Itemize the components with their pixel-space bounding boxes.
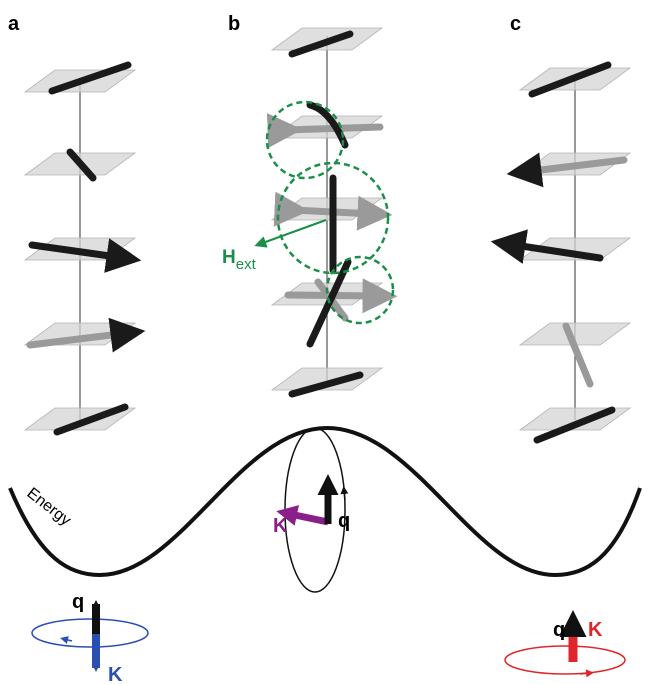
energy-label: Energy xyxy=(24,485,74,530)
k-label: K xyxy=(108,664,123,684)
spin xyxy=(490,229,604,264)
precession-orbit xyxy=(504,645,626,675)
spin xyxy=(53,403,129,436)
highlight-circle xyxy=(276,161,390,275)
spin xyxy=(506,152,628,188)
field-subscript: ext xyxy=(236,256,257,273)
q-label: q xyxy=(553,619,565,641)
q-label: q xyxy=(338,510,350,532)
orbit-arrow xyxy=(579,669,594,678)
energy-curve xyxy=(8,425,642,578)
state-right: q K xyxy=(504,610,626,678)
k-label: K xyxy=(273,515,288,537)
spin xyxy=(26,317,146,353)
spin xyxy=(48,61,132,95)
field-label: Hext xyxy=(222,247,257,273)
orbit-arrow xyxy=(340,486,349,501)
spin xyxy=(266,113,384,149)
q-label: q xyxy=(72,591,84,613)
spin xyxy=(28,238,142,273)
panel-label: b xyxy=(228,13,240,35)
field-symbol: H xyxy=(222,247,236,268)
spin xyxy=(288,30,354,58)
spin xyxy=(288,371,364,398)
panel-label: c xyxy=(510,13,521,35)
panel-label: a xyxy=(8,13,20,35)
precession-orbit xyxy=(31,618,149,648)
highlight-circle xyxy=(265,100,345,180)
field-arrow xyxy=(254,219,327,248)
spin xyxy=(66,148,97,182)
spin xyxy=(562,322,594,388)
k-label: K xyxy=(588,619,603,641)
spin-chain-b: Hext xyxy=(222,27,398,398)
highlight-circle xyxy=(325,255,395,325)
spin xyxy=(306,101,349,149)
spin-chain-a xyxy=(24,61,146,436)
precession-orbit xyxy=(284,427,346,593)
spin xyxy=(528,61,612,98)
orbit-arrow xyxy=(60,636,73,644)
k-arrow xyxy=(276,505,329,526)
state-center: K q xyxy=(273,427,350,593)
spin xyxy=(533,406,616,444)
spin-chain-c xyxy=(490,61,631,444)
state-left: q K xyxy=(31,591,149,684)
